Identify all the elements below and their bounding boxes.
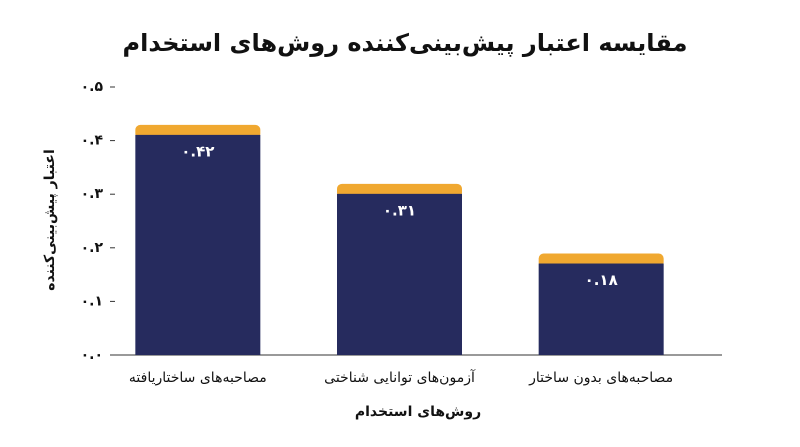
y-tick-label: ۰.۴: [81, 133, 104, 149]
bar: [135, 134, 261, 355]
x-tick-label: مصاحبه‌های ساختاریافته: [129, 370, 267, 386]
y-tick-label: ۰.۳: [81, 186, 104, 202]
value-label: ۰.۴۲: [181, 142, 214, 160]
value-label: ۰.۳۱: [383, 201, 416, 219]
y-tick-label: ۰.۵: [81, 79, 104, 95]
value-label: ۰.۱۸: [585, 271, 618, 289]
x-axis-label: روش‌های استخدام: [355, 404, 481, 420]
x-tick-label: آزمون‌های توانایی شناختی: [324, 369, 476, 386]
chart-title: مقایسه اعتبار پیش‌بینی‌کننده روش‌های است…: [123, 29, 688, 57]
bar: [538, 263, 664, 355]
y-axis-label: اعتبار پیش‌بینی‌کننده: [42, 149, 58, 291]
x-tick-label: مصاحبه‌های بدون ساختار: [528, 370, 673, 386]
y-tick-label: ۰.۲: [81, 240, 104, 256]
y-tick-label: ۰.۰: [81, 347, 103, 363]
y-tick-label: ۰.۱: [81, 293, 103, 309]
bar: [337, 193, 462, 355]
